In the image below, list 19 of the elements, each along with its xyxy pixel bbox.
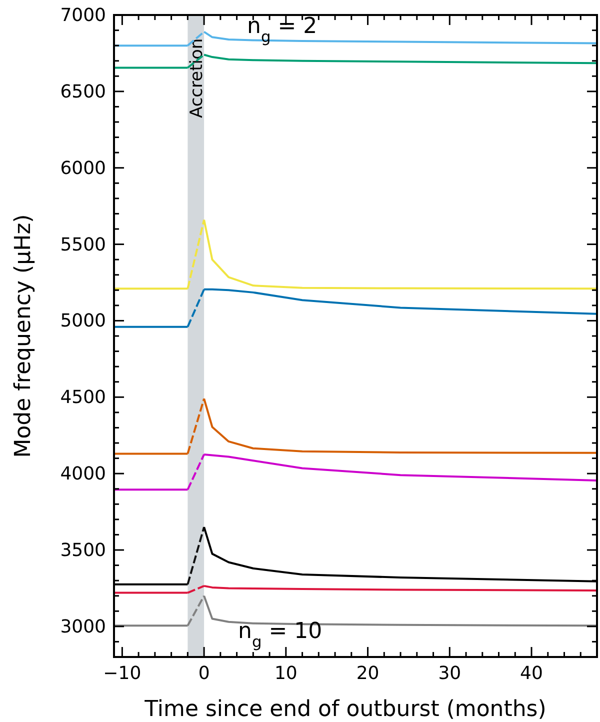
x-tick-label: 20 (356, 663, 380, 684)
y-tick-label: 4500 (60, 387, 106, 408)
x-tick-label: 30 (438, 663, 462, 684)
x-tick-label: −10 (103, 663, 142, 684)
x-tick-label: 10 (274, 663, 298, 684)
y-tick-label: 6000 (60, 158, 106, 179)
y-tick-label: 5500 (60, 234, 106, 256)
y-tick-label: 7000 (60, 5, 106, 26)
y-axis-title: Mode frequency (μHz) (11, 214, 36, 458)
y-tick-label: 6500 (60, 81, 106, 102)
y-tick-label: 5000 (60, 310, 106, 332)
x-tick-label: 40 (520, 663, 543, 684)
annotation: n$_{g}$ = 10 (238, 619, 322, 651)
x-axis-title: Time since end of outburst (months) (144, 697, 546, 722)
x-tick-label: 0 (198, 663, 210, 684)
y-tick-label: 3500 (60, 540, 106, 561)
band-label: Accretion (186, 38, 207, 118)
y-tick-label: 4000 (60, 464, 106, 485)
y-tick-label: 3000 (60, 616, 106, 638)
